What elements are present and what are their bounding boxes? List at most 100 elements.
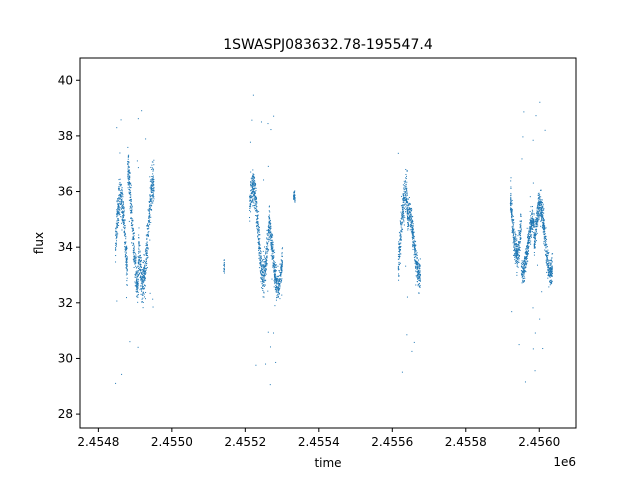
data-point (134, 259, 136, 261)
data-point (126, 246, 128, 248)
data-point (139, 266, 141, 268)
data-point (418, 259, 420, 261)
data-point (535, 238, 537, 240)
data-point (533, 254, 535, 256)
data-point (120, 203, 122, 205)
data-point (254, 199, 256, 201)
data-point (416, 263, 418, 265)
data-point (518, 247, 520, 249)
data-point (137, 282, 139, 284)
data-point (265, 259, 267, 261)
data-point (541, 291, 543, 293)
data-point (535, 221, 537, 223)
data-point (400, 239, 402, 241)
data-point (141, 294, 143, 296)
data-point (141, 301, 143, 303)
data-point (514, 262, 516, 264)
data-point (410, 225, 412, 227)
data-point (531, 223, 533, 225)
data-point (152, 176, 154, 178)
data-point (252, 175, 254, 177)
data-point (273, 265, 275, 267)
data-point (274, 305, 276, 307)
data-point (543, 233, 545, 235)
data-point (407, 198, 409, 200)
data-point (275, 264, 277, 266)
data-point (539, 211, 541, 213)
data-point (121, 198, 123, 200)
data-point (117, 199, 119, 201)
data-point (399, 247, 401, 249)
data-point (268, 220, 270, 222)
data-point (523, 111, 525, 113)
data-point (131, 221, 133, 223)
data-point (416, 252, 418, 254)
data-point (264, 272, 266, 274)
data-point (135, 257, 137, 259)
data-point (522, 274, 524, 276)
data-point (134, 276, 136, 278)
data-point (418, 262, 420, 264)
data-point (148, 220, 150, 222)
data-point (537, 207, 539, 209)
data-point (271, 253, 273, 255)
data-point (536, 220, 538, 222)
data-point (417, 274, 419, 276)
data-point (413, 243, 415, 245)
data-point (261, 276, 263, 278)
data-point (510, 203, 512, 205)
data-point (146, 243, 148, 245)
data-point (513, 243, 515, 245)
data-point (511, 218, 513, 220)
data-point (121, 204, 123, 206)
data-point (542, 219, 543, 221)
data-point (510, 204, 512, 206)
data-point (528, 231, 530, 233)
data-point (543, 219, 545, 221)
data-point (536, 264, 538, 266)
data-point (416, 274, 418, 276)
data-point (405, 186, 407, 188)
data-point (140, 277, 142, 279)
data-point (131, 227, 133, 229)
data-point (124, 254, 126, 256)
data-point (151, 186, 153, 188)
data-point (252, 200, 254, 202)
data-point (527, 250, 529, 252)
data-point (265, 261, 267, 263)
data-point (270, 219, 271, 221)
data-point (398, 263, 400, 265)
data-point (264, 265, 266, 267)
data-point (263, 255, 265, 257)
data-point (401, 218, 403, 220)
data-point (275, 278, 277, 280)
data-point (138, 244, 140, 246)
data-point (257, 242, 259, 244)
data-point (139, 251, 141, 253)
data-point (127, 168, 129, 170)
data-point (542, 212, 544, 214)
data-point (538, 214, 540, 216)
data-point (119, 203, 121, 205)
data-point (280, 281, 282, 283)
data-point (532, 216, 534, 218)
data-point (547, 275, 549, 277)
data-point (152, 200, 154, 202)
data-point (411, 231, 413, 233)
data-point (133, 255, 135, 257)
data-point (124, 251, 126, 253)
data-point (407, 227, 409, 229)
data-point (534, 233, 536, 235)
data-point (257, 224, 259, 226)
data-point (539, 202, 541, 204)
data-point (131, 238, 133, 240)
data-point (143, 277, 145, 279)
data-point (142, 287, 144, 289)
data-point (538, 197, 540, 199)
data-point (516, 251, 518, 253)
data-point (512, 225, 514, 227)
data-point (404, 180, 406, 182)
data-point (405, 209, 407, 211)
data-point (530, 229, 532, 231)
data-point (260, 281, 262, 283)
